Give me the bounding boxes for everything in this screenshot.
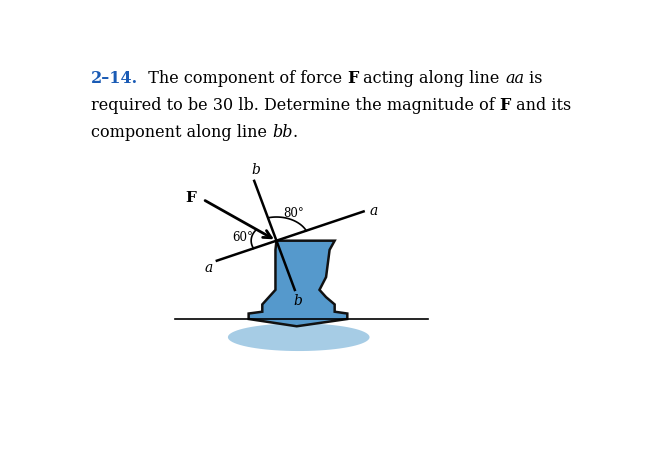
Text: a: a	[204, 262, 213, 275]
Text: required to be 30 lb. Determine the magnitude of: required to be 30 lb. Determine the magn…	[91, 97, 500, 114]
Text: component along line: component along line	[91, 124, 272, 141]
Text: F: F	[500, 97, 511, 114]
Text: The component of force: The component of force	[138, 70, 347, 87]
Text: 2–14.: 2–14.	[91, 70, 138, 87]
Polygon shape	[249, 241, 347, 326]
Text: and its: and its	[511, 97, 571, 114]
Text: acting along line: acting along line	[358, 70, 505, 87]
Text: 60°: 60°	[232, 231, 253, 245]
Text: F: F	[185, 191, 197, 205]
Text: .: .	[293, 124, 298, 141]
Text: 80°: 80°	[283, 207, 304, 220]
Text: bb: bb	[272, 124, 293, 141]
Text: b: b	[293, 294, 302, 307]
Text: b: b	[252, 163, 261, 176]
Text: aa: aa	[505, 70, 524, 87]
Text: a: a	[370, 204, 378, 218]
Text: F: F	[347, 70, 358, 87]
Polygon shape	[228, 324, 370, 351]
Text: is: is	[524, 70, 543, 87]
